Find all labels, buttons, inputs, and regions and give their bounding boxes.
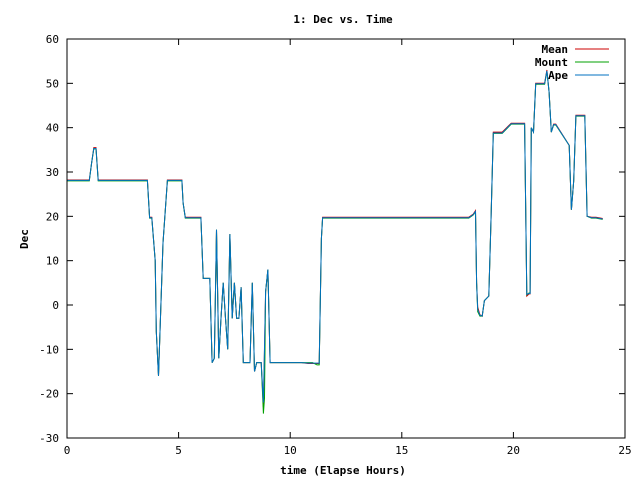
y-tick-label: 0 <box>52 299 59 312</box>
x-tick-label: 20 <box>507 444 520 457</box>
x-axis: 0 5 10 15 20 25 <box>64 39 632 457</box>
y-tick-label: 60 <box>46 33 59 46</box>
y-tick-label: 50 <box>46 77 59 90</box>
y-tick-label: -10 <box>39 343 59 356</box>
y-tick-label: 40 <box>46 122 59 135</box>
x-tick-label: 5 <box>175 444 182 457</box>
chart-title: 1: Dec vs. Time <box>293 13 393 26</box>
series-line-mean <box>67 69 603 408</box>
x-tick-label: 0 <box>64 444 71 457</box>
x-tick-label: 15 <box>395 444 408 457</box>
y-axis-label: Dec <box>18 229 31 249</box>
legend-label-mean: Mean <box>542 43 569 56</box>
y-tick-label: -20 <box>39 388 59 401</box>
y-tick-label: 20 <box>46 210 59 223</box>
y-tick-label: 10 <box>46 255 59 268</box>
series-layer <box>67 69 603 414</box>
x-tick-label: 25 <box>618 444 631 457</box>
legend-label-mount: Mount <box>535 56 568 69</box>
plot-frame <box>66 38 626 439</box>
x-axis-label: time (Elapse Hours) <box>280 464 406 477</box>
y-axis: -30 -20 -10 0 10 20 30 40 50 60 <box>39 33 625 445</box>
y-tick-label: 30 <box>46 166 59 179</box>
x-tick-label: 10 <box>284 444 297 457</box>
series-line-ape <box>67 70 603 403</box>
y-tick-label: -30 <box>39 432 59 445</box>
legend-label-ape: Ape <box>548 69 568 82</box>
